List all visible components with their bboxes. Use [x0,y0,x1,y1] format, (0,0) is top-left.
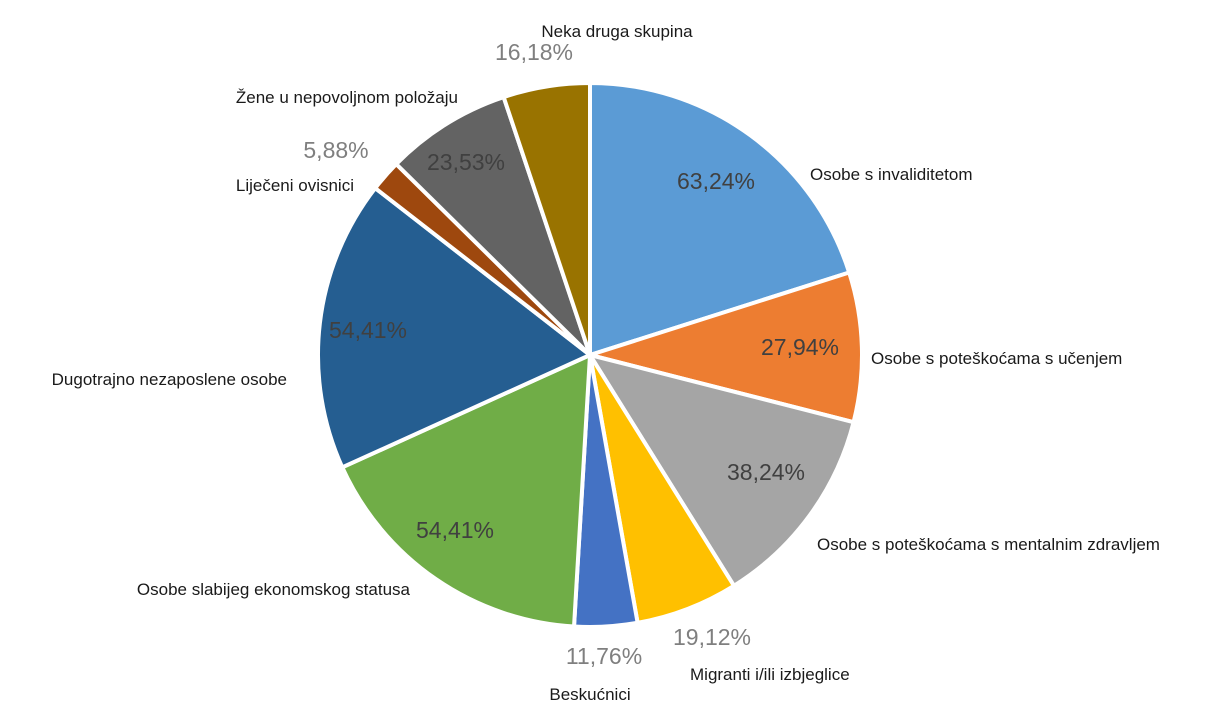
slice-category-label: Dugotrajno nezaposlene osobe [52,370,287,389]
slice-value-label: 27,94% [761,334,839,360]
slice-value-label: 54,41% [416,517,494,543]
slice-value-label: 11,76% [566,643,642,669]
slice-value-label: 38,24% [727,459,805,485]
slice-category-label: Migranti i/ili izbjeglice [690,665,850,684]
slice-category-label: Liječeni ovisnici [236,176,354,195]
slice-category-label: Osobe s invaliditetom [810,165,973,184]
slice-category-label: Osobe s poteškoćama s učenjem [871,349,1122,368]
slice-category-label: Osobe s poteškoćama s mentalnim zdravlje… [817,535,1160,554]
slice-category-label: Beskućnici [549,685,630,704]
slice-category-label: Neka druga skupina [541,22,693,41]
pie-slices [316,81,864,629]
pie-slice [588,353,856,588]
slice-value-label: 16,18% [495,39,573,65]
pie-slice [501,81,592,357]
slice-value-label: 63,24% [677,168,755,194]
slice-value-label: 54,41% [329,317,407,343]
pie-slice [340,353,592,629]
pie-slice [588,270,864,425]
pie-slice [316,186,592,470]
slice-category-label: Žene u nepovoljnom položaju [236,88,458,107]
slice-value-label: 23,53% [427,149,505,175]
pie-slice [588,81,852,357]
pie-slice [394,95,592,357]
slice-value-label: 19,12% [673,624,751,650]
slice-category-label: Osobe slabijeg ekonomskog statusa [137,580,411,599]
slice-value-label: 5,88% [303,137,368,163]
pie-labels: Osobe s invaliditetom 63,24% Osobe s poteš… [52,22,1160,704]
